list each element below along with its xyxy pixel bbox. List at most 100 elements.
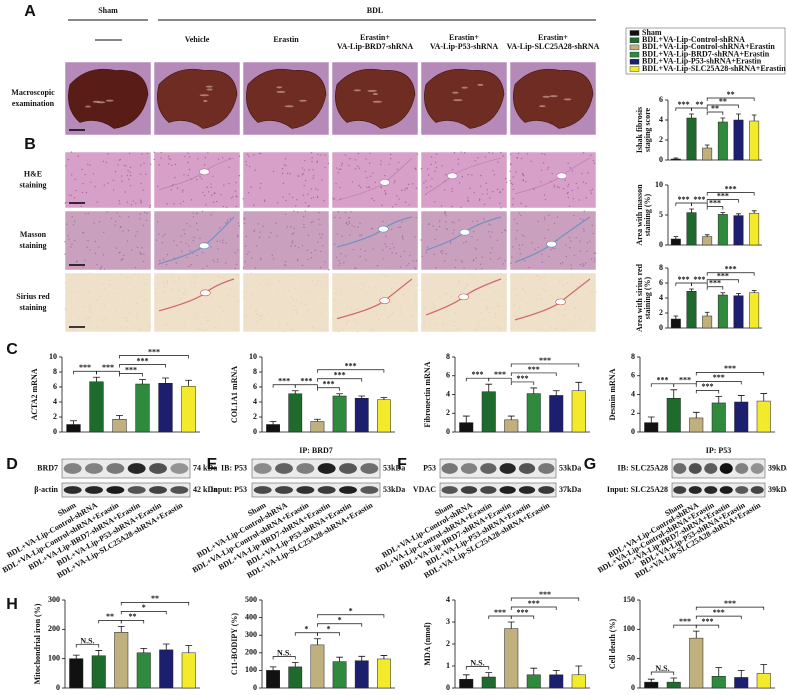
texture <box>82 266 84 269</box>
legend-label: BDL+VA-Lip-BRD7-shRNA+Erastin <box>642 49 770 58</box>
texture <box>359 255 361 258</box>
texture <box>310 221 313 224</box>
bar <box>459 678 474 689</box>
texture <box>272 258 275 260</box>
texture <box>510 327 513 329</box>
bar <box>686 117 697 161</box>
legend-label: BDL+VA-Lip-Control-shRNA <box>642 35 745 44</box>
texture <box>584 262 587 264</box>
texture <box>262 279 265 281</box>
texture <box>188 168 191 171</box>
panel-label: H <box>6 596 18 613</box>
texture <box>384 243 386 245</box>
y-axis-label: MDA (nmol) <box>423 622 432 666</box>
texture <box>259 257 262 259</box>
texture <box>242 198 244 200</box>
texture <box>140 173 142 176</box>
error-bar <box>673 236 679 239</box>
texture <box>259 315 262 318</box>
significance-bracket <box>75 644 100 648</box>
texture <box>594 260 596 262</box>
texture <box>101 308 104 310</box>
texture <box>585 303 588 305</box>
texture <box>435 161 437 164</box>
texture <box>235 205 238 208</box>
texture <box>558 295 561 297</box>
texture <box>446 309 448 312</box>
bar <box>481 676 496 689</box>
significance-bracket <box>706 199 739 203</box>
texture <box>485 280 487 282</box>
texture <box>154 283 156 285</box>
texture <box>502 188 504 191</box>
significance-label: *** <box>725 265 737 274</box>
texture <box>188 156 191 158</box>
liver <box>246 68 327 129</box>
error-bar <box>336 656 343 662</box>
texture <box>517 152 520 155</box>
texture <box>79 274 81 276</box>
texture <box>276 235 278 237</box>
bar <box>377 399 391 433</box>
texture <box>359 186 362 189</box>
blot-row-label: Input: SLC25A28 <box>607 485 668 494</box>
bar <box>181 652 196 689</box>
texture <box>84 173 86 176</box>
blot-band <box>518 463 536 474</box>
texture <box>184 155 186 158</box>
texture <box>486 306 489 308</box>
blot-band <box>149 486 167 494</box>
texture <box>563 329 566 331</box>
texture <box>388 163 391 166</box>
texture <box>583 264 585 266</box>
texture <box>340 168 342 170</box>
y-tick-label: 0 <box>446 427 450 436</box>
texture <box>205 319 208 322</box>
texture <box>537 220 539 223</box>
texture <box>535 297 538 300</box>
texture <box>400 313 402 315</box>
liver-highlight <box>372 100 382 103</box>
texture <box>351 309 353 312</box>
texture <box>220 306 222 308</box>
texture <box>444 212 447 214</box>
texture <box>124 191 126 193</box>
texture <box>439 220 441 222</box>
texture <box>126 326 128 328</box>
texture <box>66 223 68 226</box>
texture <box>259 152 261 155</box>
texture <box>162 281 165 283</box>
texture <box>571 189 573 191</box>
texture <box>320 250 322 253</box>
texture <box>77 285 79 287</box>
texture <box>223 277 225 280</box>
texture <box>182 189 184 191</box>
liver-highlight <box>85 105 91 108</box>
texture <box>96 318 99 320</box>
texture <box>375 287 377 289</box>
texture <box>423 182 425 184</box>
texture <box>228 320 230 323</box>
significance-label: *** <box>334 371 346 380</box>
error-bar <box>72 654 80 659</box>
texture <box>356 331 359 333</box>
y-axis-label: Mitochondrial iron (%) <box>33 603 42 684</box>
texture <box>514 314 516 317</box>
texture <box>253 229 256 231</box>
texture <box>126 240 129 242</box>
texture <box>547 214 550 217</box>
image-tile <box>331 210 419 271</box>
texture <box>192 212 195 214</box>
texture <box>543 276 546 279</box>
error-bar <box>673 157 679 159</box>
significance-label: *** <box>709 198 721 207</box>
texture <box>509 170 511 172</box>
texture <box>484 299 486 301</box>
texture <box>566 192 569 195</box>
texture <box>567 196 570 199</box>
texture <box>451 205 453 208</box>
texture <box>424 307 427 309</box>
texture <box>205 204 207 206</box>
error-bar <box>291 662 299 667</box>
error-bar <box>269 666 277 671</box>
